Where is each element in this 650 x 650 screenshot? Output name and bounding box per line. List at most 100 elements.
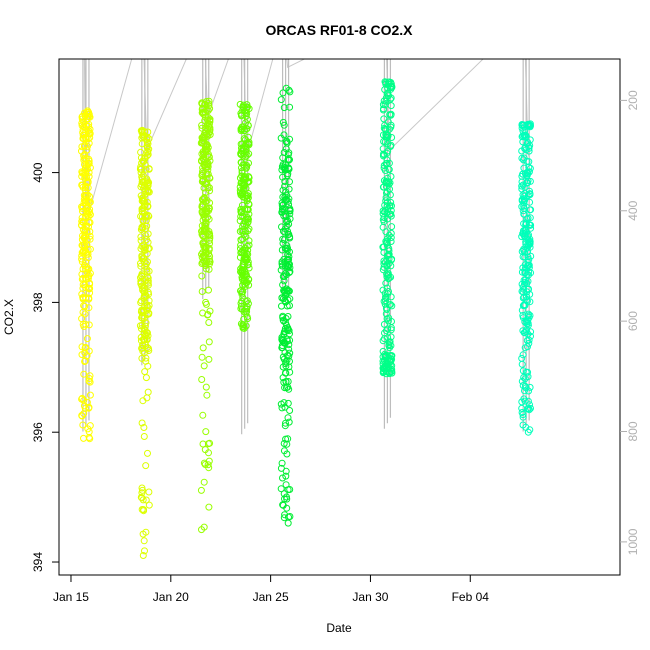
data-point [81, 349, 89, 357]
data-point [200, 131, 208, 139]
data-point [284, 378, 292, 385]
data-point [241, 256, 249, 263]
data-point [523, 171, 531, 179]
data-point [286, 103, 294, 111]
data-point [520, 276, 528, 284]
data-point [240, 135, 248, 143]
data-point [284, 399, 292, 407]
data-point [385, 78, 393, 86]
data-point [382, 178, 390, 186]
data-point [206, 187, 214, 195]
data-point [142, 374, 150, 382]
data-point [525, 144, 533, 152]
data-point [283, 246, 291, 254]
data-point [518, 197, 526, 205]
data-point [519, 367, 527, 375]
data-point [143, 302, 151, 309]
data-point [385, 159, 393, 167]
data-point [245, 237, 253, 245]
data-point [280, 338, 288, 346]
data-point [518, 360, 526, 368]
data-point [383, 174, 391, 182]
data-point [205, 449, 212, 457]
data-point [84, 159, 92, 167]
data-point [382, 297, 389, 305]
data-point [279, 501, 287, 509]
data-point [140, 325, 148, 333]
data-point [521, 189, 529, 197]
data-point [83, 241, 91, 249]
data-point [282, 472, 290, 480]
data-point [286, 210, 294, 218]
data-point [86, 422, 94, 430]
data-point [200, 140, 208, 148]
data-point [145, 165, 153, 173]
data-point [205, 231, 213, 239]
data-point [78, 412, 86, 420]
data-point [203, 141, 211, 149]
data-point [140, 244, 148, 252]
data-point [80, 142, 88, 150]
data-point [384, 317, 392, 325]
data-point [518, 248, 526, 255]
data-point [202, 298, 210, 306]
data-point [279, 281, 287, 289]
data-point [280, 317, 288, 325]
data-point [144, 388, 152, 396]
data-point [382, 359, 390, 367]
data-point [83, 250, 91, 258]
data-point [237, 236, 245, 244]
data-point [198, 196, 206, 203]
data-point [280, 236, 288, 244]
data-point [205, 355, 213, 363]
data-point [520, 192, 528, 200]
data-point [79, 112, 87, 120]
data-point [280, 378, 288, 386]
data-point [519, 413, 527, 421]
data-point [286, 349, 294, 357]
data-point [387, 355, 395, 363]
data-point [383, 284, 391, 292]
data-point [526, 401, 533, 409]
data-point [78, 115, 86, 123]
data-point [141, 322, 149, 330]
data-point [519, 253, 527, 261]
data-point [198, 353, 206, 361]
data-point [286, 264, 294, 272]
data-point [143, 236, 150, 244]
data-point [82, 258, 89, 266]
data-point [283, 222, 291, 230]
data-point [385, 314, 393, 322]
data-point [144, 140, 152, 148]
data-point [82, 169, 90, 177]
data-point [199, 170, 206, 178]
data-point [202, 189, 210, 196]
data-point [143, 265, 151, 273]
data-point [145, 188, 153, 196]
data-point [84, 246, 92, 253]
data-point [206, 174, 214, 182]
data-point [81, 310, 89, 318]
data-point [282, 358, 290, 366]
data-point [522, 240, 530, 248]
data-point [202, 383, 210, 391]
data-point [518, 178, 526, 186]
data-point [205, 205, 213, 213]
data-point [206, 128, 214, 136]
data-point [242, 136, 249, 144]
data-point [140, 157, 148, 165]
data-point [81, 151, 89, 158]
data-point [80, 434, 87, 442]
data-point [79, 294, 87, 302]
data-point [519, 351, 527, 359]
data-point [242, 233, 250, 241]
x-axis-label: Date [326, 621, 352, 635]
data-point [523, 264, 531, 272]
data-point [284, 197, 292, 205]
data-point [85, 212, 93, 220]
data-point [245, 141, 253, 149]
data-point [142, 225, 150, 233]
right-tick-label: 1000 [626, 528, 640, 555]
data-point [145, 212, 153, 220]
data-point [79, 265, 87, 273]
